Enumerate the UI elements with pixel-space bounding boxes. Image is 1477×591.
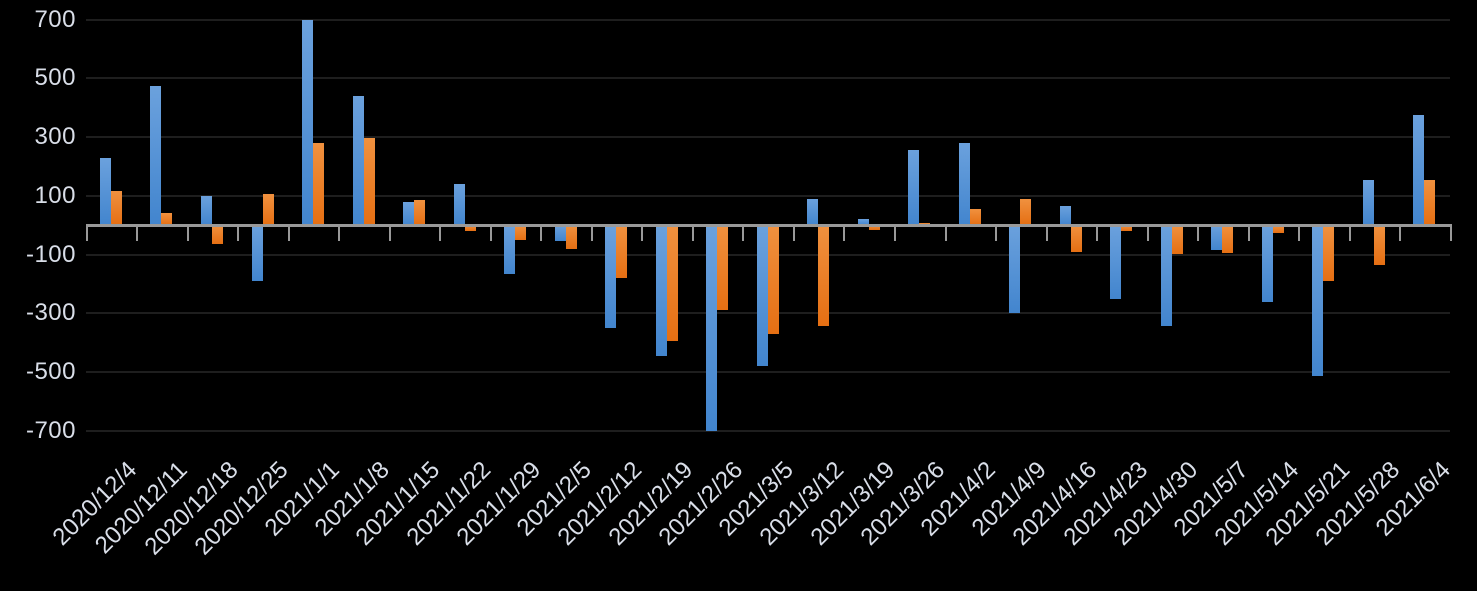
- y-tick-label: -100: [25, 240, 76, 268]
- y-tick-label: 100: [34, 181, 76, 209]
- blue-series-bar: [99, 157, 111, 226]
- blue-series-bar: [807, 199, 819, 226]
- blue-series-bar: [150, 85, 162, 226]
- orange-series-bar: [868, 225, 880, 230]
- x-axis-tick: [237, 226, 240, 241]
- blue-series-bar: [1362, 179, 1374, 226]
- blue-series-bar: [403, 202, 415, 226]
- orange-series-bar: [313, 143, 325, 226]
- blue-series-bar: [1059, 206, 1071, 226]
- y-tick-label: 700: [34, 5, 76, 33]
- h-gridline: [85, 429, 1450, 432]
- blue-series-bar: [605, 225, 617, 328]
- x-axis-line: [85, 223, 1452, 227]
- h-gridline: [85, 77, 1450, 80]
- y-tick-label: 500: [34, 64, 76, 92]
- orange-series-bar: [414, 200, 426, 226]
- orange-series-bar: [110, 191, 122, 226]
- blue-series-bar: [706, 225, 718, 431]
- blue-series-bar: [1009, 225, 1021, 314]
- x-axis-tick: [995, 226, 998, 241]
- orange-series-bar: [1424, 179, 1436, 226]
- x-axis-tick: [1348, 226, 1351, 241]
- x-axis-tick: [1399, 226, 1402, 241]
- blue-series-bar: [655, 225, 667, 356]
- blue-series-bar: [352, 96, 364, 226]
- orange-series-bar: [1272, 225, 1284, 234]
- blue-series-bar: [1312, 225, 1324, 377]
- x-axis-tick: [439, 226, 442, 241]
- x-axis-tick: [388, 226, 391, 241]
- blue-series-bar: [554, 225, 566, 242]
- x-axis-tick: [1197, 226, 1200, 241]
- x-axis-tick: [287, 226, 290, 241]
- x-axis-tick: [742, 226, 745, 241]
- blue-series-bar: [1413, 115, 1425, 226]
- orange-series-bar: [1121, 225, 1133, 232]
- orange-series-bar: [1020, 198, 1032, 226]
- orange-series-bar: [262, 194, 274, 226]
- orange-series-bar: [1323, 225, 1335, 281]
- x-axis-tick: [85, 226, 88, 241]
- x-axis-tick: [1298, 226, 1301, 241]
- orange-series-bar: [1222, 225, 1234, 254]
- orange-series-bar: [1070, 225, 1082, 252]
- y-tick-label: -500: [25, 357, 76, 385]
- h-gridline: [85, 18, 1450, 21]
- x-axis-tick: [136, 226, 139, 241]
- y-tick-label: 300: [34, 123, 76, 151]
- x-axis-tick: [186, 226, 189, 241]
- orange-series-bar: [818, 225, 830, 327]
- orange-series-bar: [211, 225, 223, 245]
- orange-series-bar: [616, 225, 628, 279]
- orange-series-bar: [515, 225, 527, 240]
- y-tick-label: -700: [25, 416, 76, 444]
- blue-series-bar: [453, 184, 465, 226]
- x-axis-tick: [590, 226, 593, 241]
- blue-series-bar: [302, 19, 314, 226]
- orange-series-bar: [969, 209, 981, 226]
- blue-series-bar: [200, 195, 212, 226]
- x-axis-tick: [641, 226, 644, 241]
- orange-series-bar: [161, 213, 173, 226]
- x-axis-tick: [1247, 226, 1250, 241]
- orange-series-bar: [565, 225, 577, 249]
- blue-series-bar: [1261, 225, 1273, 302]
- x-axis-tick: [792, 226, 795, 241]
- x-axis-tick: [540, 226, 543, 241]
- blue-series-bar: [504, 225, 516, 274]
- orange-series-bar: [363, 138, 375, 226]
- orange-series-bar: [666, 225, 678, 342]
- y-tick-label: -300: [25, 299, 76, 327]
- x-axis-tick: [1146, 226, 1149, 241]
- blue-series-bar: [1211, 225, 1223, 251]
- orange-series-bar: [717, 225, 729, 311]
- x-axis-tick: [338, 226, 341, 241]
- orange-series-bar: [1373, 225, 1385, 265]
- blue-series-bar: [958, 143, 970, 226]
- x-axis-tick: [893, 226, 896, 241]
- h-gridline: [85, 370, 1450, 373]
- blue-series-bar: [756, 225, 768, 367]
- x-axis-tick: [843, 226, 846, 241]
- x-axis-tick: [1449, 226, 1452, 241]
- x-axis-tick: [1045, 226, 1048, 241]
- h-gridline: [85, 136, 1450, 139]
- blue-series-bar: [908, 150, 920, 226]
- blue-series-bar: [1160, 225, 1172, 327]
- blue-series-bar: [1110, 225, 1122, 299]
- x-axis-tick: [489, 226, 492, 241]
- x-axis-tick: [944, 226, 947, 241]
- x-axis-tick: [691, 226, 694, 241]
- blue-series-bar: [857, 219, 869, 226]
- x-axis-tick: [1096, 226, 1099, 241]
- orange-series-bar: [1171, 225, 1183, 254]
- blue-series-bar: [251, 225, 263, 281]
- orange-series-bar: [464, 225, 476, 232]
- h-gridline: [85, 194, 1450, 197]
- orange-series-bar: [767, 225, 779, 334]
